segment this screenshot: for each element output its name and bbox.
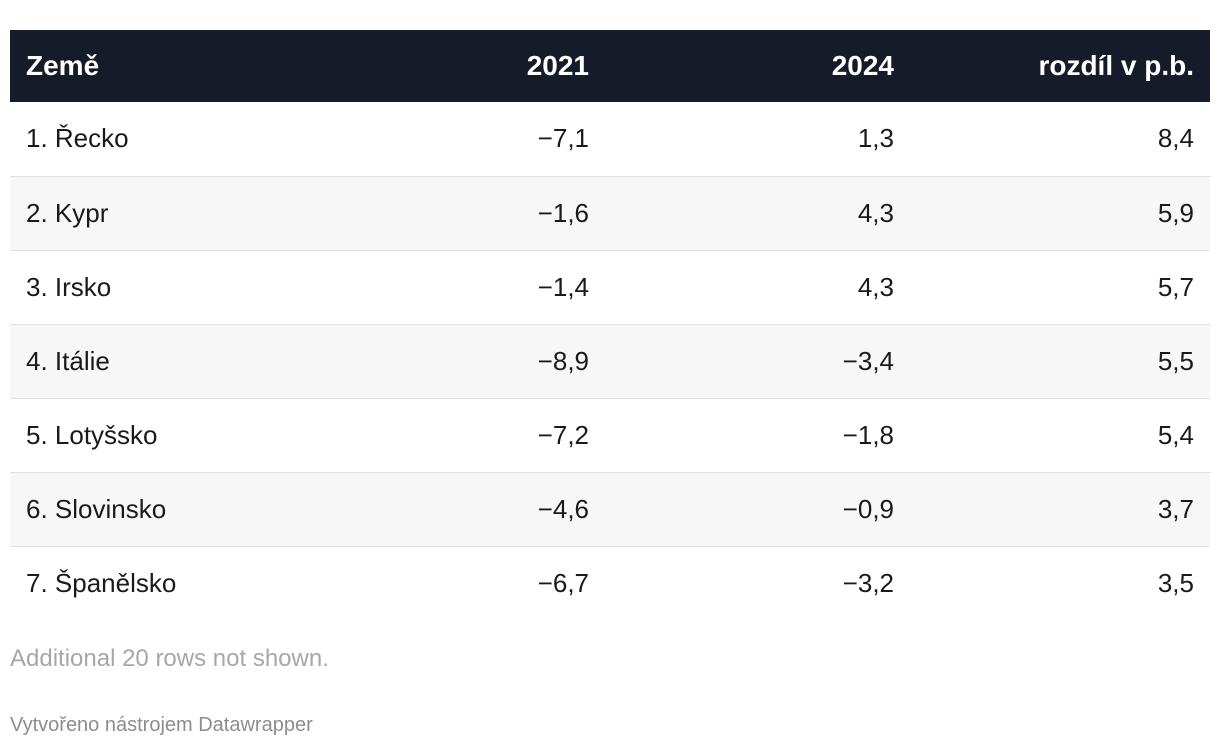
table-row: 1. Řecko −7,1 1,3 8,4	[10, 102, 1210, 176]
header-row: Země 2021 2024 rozdíl v p.b.	[10, 30, 1210, 102]
cell-2021: −1,4	[537, 271, 589, 302]
column-header-country[interactable]: Země	[26, 50, 100, 81]
table-row: 3. Irsko −1,4 4,3 5,7	[10, 250, 1210, 324]
column-header-2021[interactable]: 2021	[526, 50, 589, 81]
data-table-container: Země 2021 2024 rozdíl v p.b. 1. Řecko −7,…	[10, 30, 1210, 620]
table-body: 1. Řecko −7,1 1,3 8,4 2. Kypr −1,6 4,3 5,9 3. Ir…	[10, 102, 1210, 620]
rows-hidden-note: Additional 20 rows not shown.	[10, 645, 329, 672]
cell-2021: −7,1	[537, 123, 589, 154]
cell-country: 3. Irsko	[26, 271, 112, 302]
cell-2024: −0,9	[842, 493, 894, 524]
cell-2021: −4,6	[537, 493, 589, 524]
cell-country: 2. Kypr	[26, 197, 109, 228]
table-row: 5. Lotyšsko −7,2 −1,8 5,4	[10, 398, 1210, 472]
data-table: Země 2021 2024 rozdíl v p.b. 1. Řecko −7,…	[10, 30, 1210, 620]
table-row: 4. Itálie −8,9 −3,4 5,5	[10, 324, 1210, 398]
cell-difference: 3,7	[1157, 493, 1194, 524]
cell-country: 1. Řecko	[26, 123, 129, 154]
cell-difference: 5,5	[1157, 345, 1194, 376]
cell-difference: 5,7	[1157, 271, 1194, 302]
cell-2024: 1,3	[857, 123, 894, 154]
cell-difference: 5,9	[1157, 197, 1194, 228]
cell-difference: 3,5	[1157, 567, 1194, 598]
cell-2021: −7,2	[537, 419, 589, 450]
cell-difference: 5,4	[1157, 419, 1194, 450]
cell-2021: −1,6	[537, 197, 589, 228]
cell-2024: −3,4	[842, 345, 894, 376]
cell-2021: −6,7	[537, 567, 589, 598]
cell-difference: 8,4	[1157, 123, 1194, 154]
column-header-difference[interactable]: rozdíl v p.b.	[1038, 50, 1194, 81]
column-header-2024[interactable]: 2024	[831, 50, 894, 81]
table-row: 2. Kypr −1,6 4,3 5,9	[10, 176, 1210, 250]
table-header: Země 2021 2024 rozdíl v p.b.	[10, 30, 1210, 102]
cell-2024: −3,2	[842, 567, 894, 598]
cell-2021: −8,9	[537, 345, 589, 376]
table-row: 6. Slovinsko −4,6 −0,9 3,7	[10, 472, 1210, 546]
cell-country: 5. Lotyšsko	[26, 419, 158, 450]
cell-2024: 4,3	[857, 197, 894, 228]
cell-country: 7. Španělsko	[26, 567, 177, 598]
cell-country: 6. Slovinsko	[26, 493, 167, 524]
cell-2024: 4,3	[857, 271, 894, 302]
cell-country: 4. Itálie	[26, 345, 110, 376]
table-row: 7. Španělsko −6,7 −3,2 3,5	[10, 546, 1210, 620]
credit-text: Vytvořeno nástrojem Datawrapper	[10, 714, 313, 736]
cell-2024: −1,8	[842, 419, 894, 450]
